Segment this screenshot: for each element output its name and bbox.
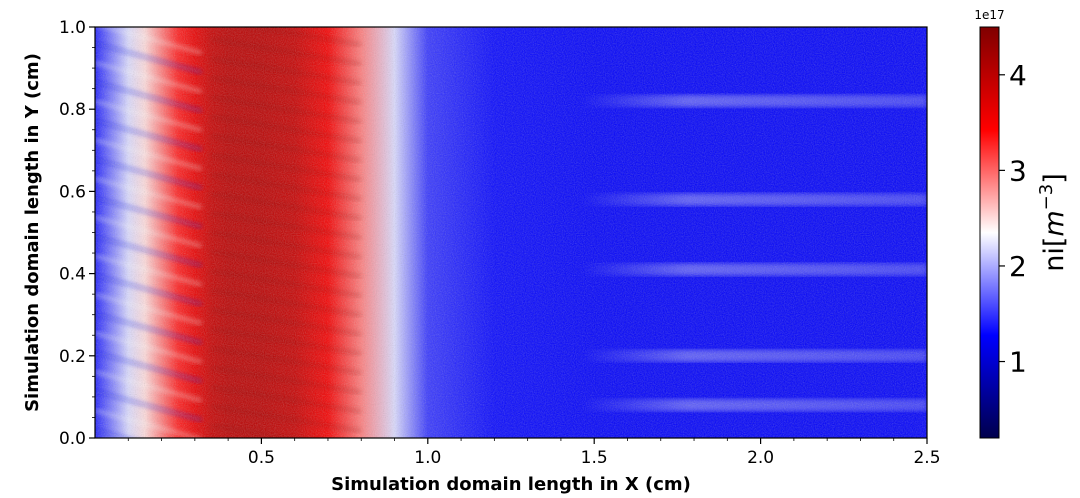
y-axis-title: Simulation domain length in Y (cm)	[22, 53, 43, 412]
y-tick-label: 0.8	[59, 100, 86, 120]
x-axis: 0.5 1.0 1.5 2.0 2.5	[127, 438, 941, 468]
y-tick-label: 0.6	[59, 182, 86, 202]
colorbar-gradient	[979, 26, 1000, 439]
x-axis-title: Simulation domain length in X (cm)	[331, 474, 691, 495]
y-axis: 0.0 0.2 0.4 0.6 0.8 1.0	[59, 18, 95, 449]
colorbar-title-close: ]	[1039, 173, 1070, 184]
x-tick-label: 2.0	[747, 448, 774, 468]
colorbar-ticks: 1 2 3 4	[999, 59, 1027, 379]
x-tick-label: 1.5	[581, 448, 608, 468]
colorbar-tick-label: 3	[1009, 154, 1027, 187]
heatmap-noise	[95, 27, 927, 438]
colorbar-tick-label: 2	[1009, 250, 1027, 283]
x-tick-label: 0.5	[248, 448, 275, 468]
colorbar-tick-label: 1	[1009, 346, 1027, 379]
heatmap-plot-area	[95, 27, 927, 438]
y-tick-label: 0.4	[59, 265, 86, 285]
y-tick-label: 0.2	[59, 347, 86, 367]
y-tick-label: 0.0	[59, 429, 86, 449]
x-tick-label: 2.5	[913, 448, 940, 468]
colorbar: 1 2 3 4 1e17 ni[m−3]	[974, 8, 1070, 439]
colorbar-multiplier: 1e17	[974, 8, 1004, 22]
colorbar-tick-label: 4	[1009, 59, 1027, 92]
x-tick-label: 1.0	[414, 448, 441, 468]
y-tick-label: 1.0	[59, 18, 86, 38]
colorbar-title-text: ni[	[1039, 237, 1070, 272]
colorbar-title-unit: m	[1039, 210, 1070, 236]
colorbar-title-exponent: −3	[1036, 184, 1057, 211]
colorbar-title: ni[m−3]	[1036, 173, 1070, 272]
